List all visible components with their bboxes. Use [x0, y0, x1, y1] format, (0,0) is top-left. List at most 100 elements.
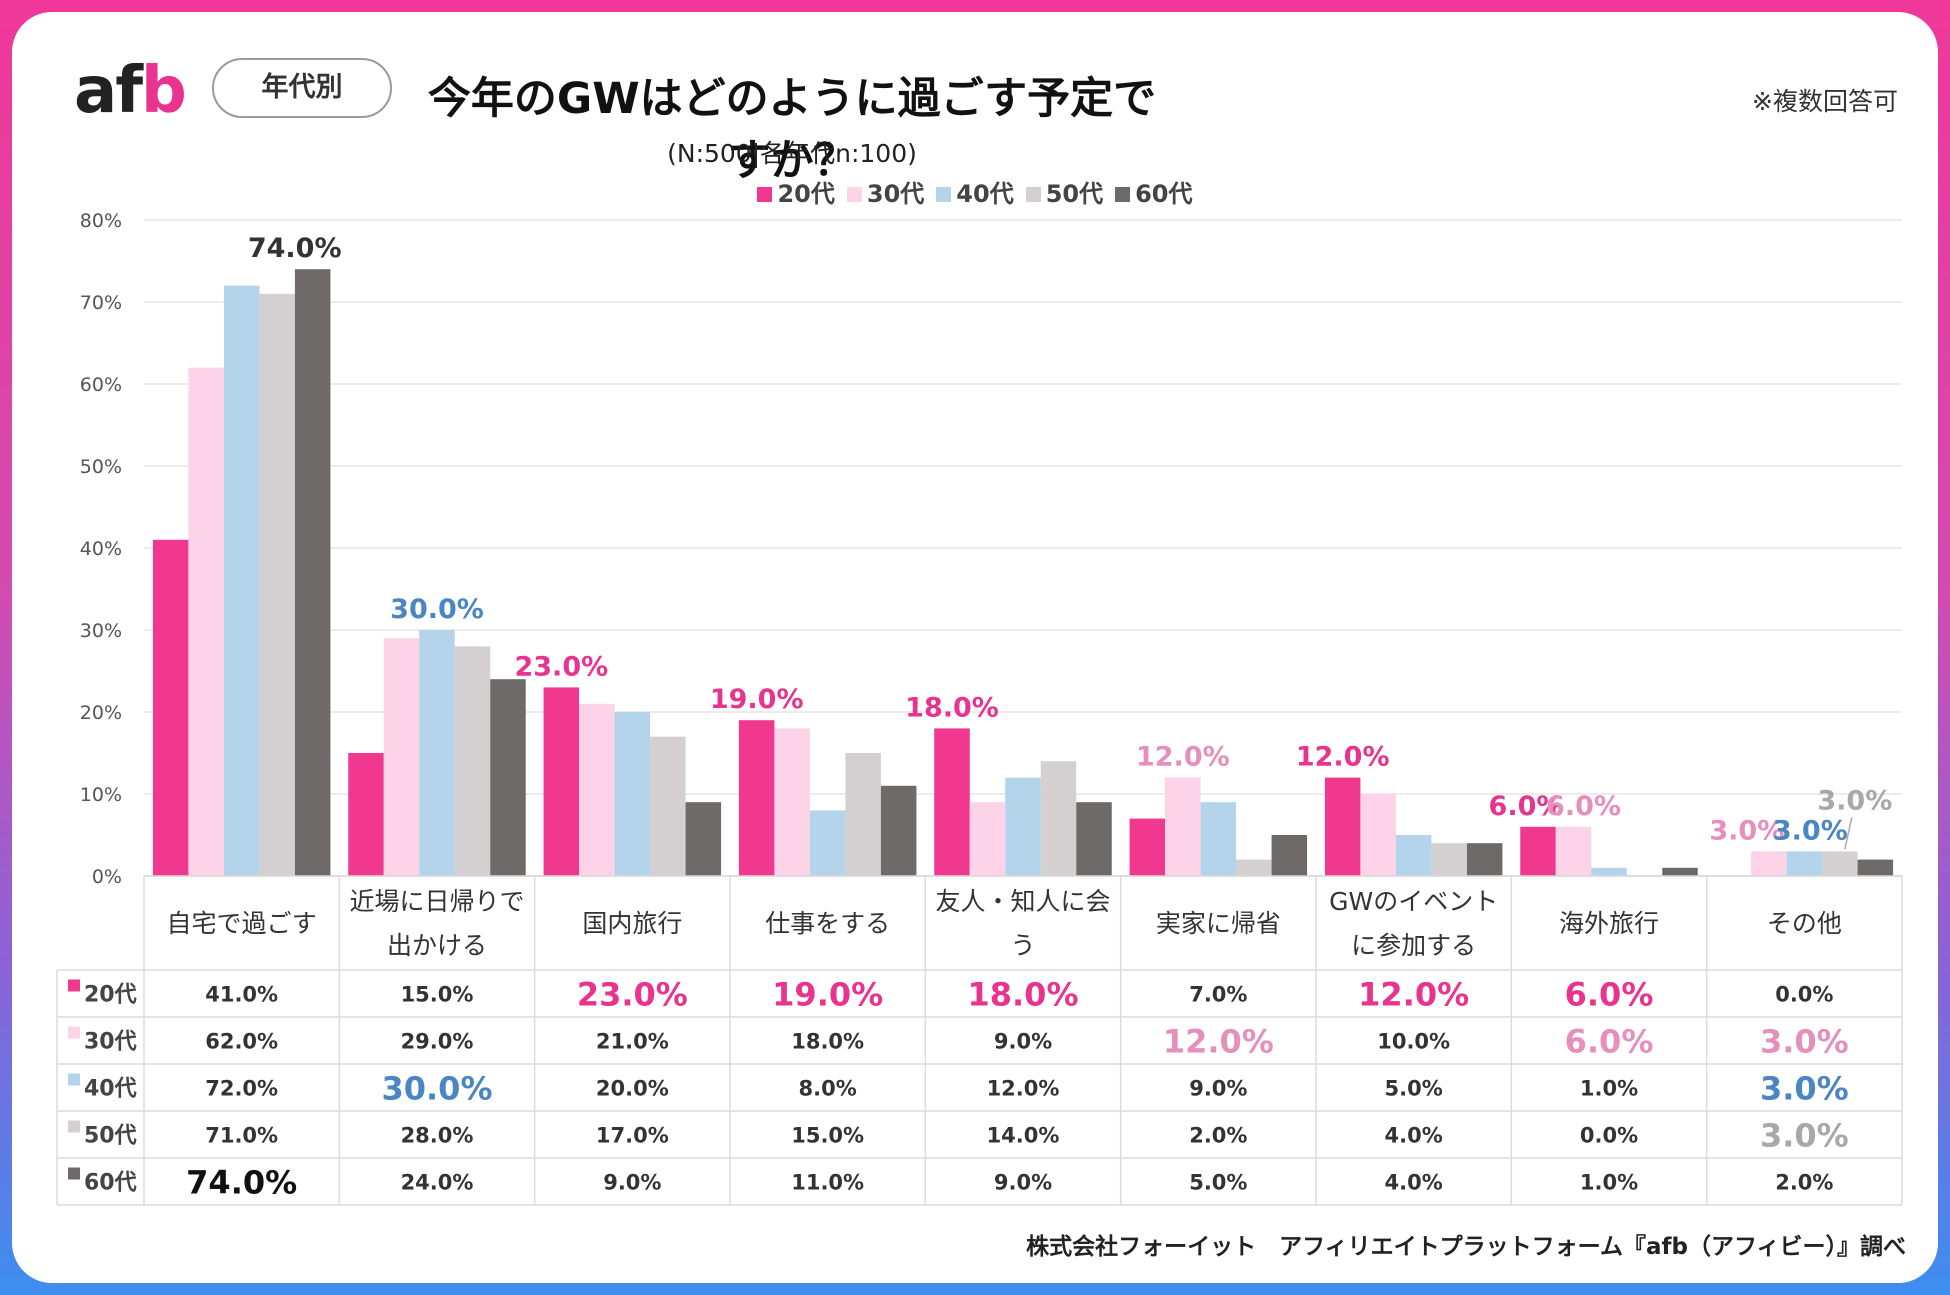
category-label: 仕事をする: [765, 909, 890, 938]
bar-40代: [223, 285, 260, 877]
legend-swatch: [757, 187, 773, 202]
row-label: 60代: [84, 1171, 137, 1196]
y-tick-label: 80%: [80, 210, 122, 232]
row-swatch-60代: [68, 1167, 80, 1180]
bar-60代: [1271, 835, 1308, 876]
table-cell: 41.0%: [205, 983, 278, 1007]
bar-60代: [1857, 859, 1894, 876]
row-label: 20代: [84, 983, 137, 1008]
legend-label: 20代: [777, 180, 835, 208]
bar-50代: [259, 293, 295, 876]
table-cell: 12.0%: [987, 1077, 1060, 1101]
data-label-callout: 3.0%: [1817, 785, 1892, 816]
legend-label: 30代: [866, 180, 925, 208]
table-cell-highlight: 12.0%: [1163, 1023, 1274, 1061]
table-cell: 29.0%: [401, 1030, 474, 1054]
table-cell: 62.0%: [205, 1030, 278, 1054]
table-cell: 9.0%: [603, 1171, 661, 1195]
bar-20代: [934, 728, 970, 876]
data-label-callout: 30.0%: [390, 594, 484, 625]
y-tick-label: 30%: [80, 620, 122, 642]
table-cell: 1.0%: [1580, 1077, 1638, 1101]
row-swatch-30代: [68, 1026, 80, 1039]
data-label-callout: 12.0%: [1296, 742, 1390, 773]
bar-40代: [1395, 835, 1432, 876]
table-cell: 24.0%: [401, 1171, 474, 1195]
table-cell-highlight: 6.0%: [1565, 1023, 1654, 1061]
table-cell-highlight: 74.0%: [186, 1164, 297, 1202]
row-swatch-20代: [68, 979, 80, 992]
afb-logo: afb: [74, 54, 187, 128]
category-label: 国内旅行: [582, 909, 682, 938]
bar-30代: [969, 802, 1006, 876]
data-label-callout: 18.0%: [905, 692, 999, 723]
bar-20代: [152, 539, 189, 876]
table-cell: 21.0%: [596, 1030, 669, 1054]
age-group-badge: 年代別: [212, 58, 392, 118]
table-cell: 2.0%: [1189, 1124, 1247, 1148]
table-cell: 9.0%: [994, 1030, 1052, 1054]
table-cell: 15.0%: [791, 1124, 864, 1148]
category-label: その他: [1767, 909, 1842, 938]
category-label: に参加する: [1351, 931, 1476, 960]
table-cell-highlight: 19.0%: [772, 976, 883, 1014]
table-cell: 20.0%: [596, 1077, 669, 1101]
bar-50代: [1822, 851, 1858, 876]
table-cell: 4.0%: [1385, 1171, 1443, 1195]
table-cell: 71.0%: [205, 1124, 278, 1148]
table-cell-highlight: 6.0%: [1565, 976, 1654, 1014]
bar-50代: [650, 736, 686, 876]
data-label-callout: 3.0%: [1773, 815, 1848, 846]
table-cell: 9.0%: [994, 1171, 1052, 1195]
bar-20代: [348, 753, 384, 876]
legend-swatch: [846, 187, 862, 202]
category-label: 出かける: [387, 931, 487, 960]
table-cell-highlight: 30.0%: [381, 1070, 492, 1108]
data-label-callout: 74.0%: [248, 233, 342, 264]
table-cell: 18.0%: [791, 1030, 864, 1054]
category-label: 海外旅行: [1559, 909, 1659, 938]
legend-swatch: [936, 187, 952, 202]
table-cell: 11.0%: [791, 1171, 864, 1195]
row-label: 40代: [84, 1077, 137, 1102]
table-cell: 0.0%: [1775, 983, 1833, 1007]
table-cell: 10.0%: [1377, 1030, 1450, 1054]
row-label: 30代: [84, 1030, 137, 1055]
category-label: 実家に帰省: [1156, 909, 1281, 938]
bar-30代: [383, 638, 420, 876]
bar-20代: [738, 720, 775, 876]
legend-swatch: [1025, 187, 1041, 202]
bar-30代: [1555, 826, 1592, 876]
table-cell-highlight: 18.0%: [967, 976, 1078, 1014]
legend: 20代 30代 40代 50代 60代: [12, 174, 1938, 209]
y-tick-label: 20%: [80, 702, 122, 724]
y-tick-label: 70%: [80, 292, 122, 314]
bar-40代: [419, 630, 455, 876]
table-cell: 17.0%: [596, 1124, 669, 1148]
bar-30代: [1165, 777, 1201, 876]
y-tick-label: 60%: [80, 374, 122, 396]
footer-credit: 株式会社フォーイット アフィリエイトプラットフォーム『afb（アフィビー）』調べ: [1026, 1234, 1906, 1260]
bar-60代: [1076, 802, 1112, 876]
bar-30代: [1360, 794, 1396, 876]
bar-40代: [1005, 777, 1041, 876]
category-label: GWのイベント: [1329, 887, 1498, 916]
data-label-callout: 23.0%: [514, 651, 608, 682]
category-label: う: [1010, 931, 1035, 960]
table-cell: 72.0%: [205, 1077, 278, 1101]
table-cell-highlight: 12.0%: [1358, 976, 1469, 1014]
bar-20代: [1520, 826, 1556, 876]
table-cell: 5.0%: [1385, 1077, 1443, 1101]
y-tick-label: 40%: [80, 538, 122, 560]
bar-50代: [845, 753, 881, 876]
bar-20代: [1129, 818, 1166, 876]
table-cell-highlight: 23.0%: [577, 976, 688, 1014]
category-label: 自宅で過ごす: [167, 909, 317, 938]
legend-item-40代: 40代: [936, 174, 1014, 209]
data-label-callout: 6.0%: [1546, 791, 1621, 822]
callout-leader-line: [1844, 817, 1853, 850]
bar-40代: [1200, 802, 1237, 876]
legend-item-30代: 30代: [846, 174, 925, 209]
table-cell: 0.0%: [1580, 1124, 1638, 1148]
bar-50代: [1236, 859, 1272, 876]
